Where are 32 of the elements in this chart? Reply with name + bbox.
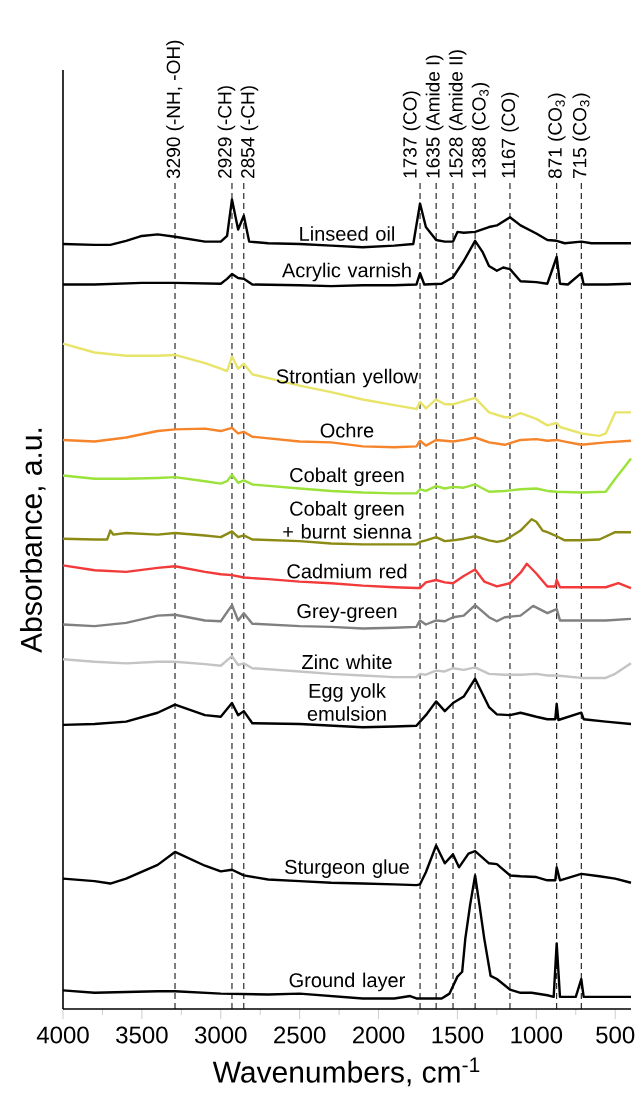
series-label: Ground layer <box>289 972 405 992</box>
y-axis-title: Absorbance, a.u. <box>19 428 46 653</box>
x-tick-label: 500 <box>596 1026 635 1044</box>
ref-line-label: 2929 (-CH) <box>217 86 236 178</box>
x-tick-label: 1000 <box>511 1026 563 1044</box>
x-tick-label: 2000 <box>353 1026 405 1044</box>
series-label: Zinc white <box>302 654 392 670</box>
x-tick-label: 2500 <box>274 1026 326 1044</box>
series-label: Cadmium red <box>287 563 407 579</box>
series-label: Acrylic varnish <box>282 262 411 282</box>
x-tick-label: 3000 <box>194 1026 247 1044</box>
ref-line-label: 3290 (-NH, -OH) <box>166 40 184 179</box>
series-label: Sturgeon glue <box>285 859 409 878</box>
series-label: Strontian yellow <box>276 368 419 388</box>
ref-line-label: 1737 (CO) <box>402 91 421 178</box>
ref-line-label: 1388 (CO$_{3}$) <box>471 82 490 178</box>
series-label: Egg yolk emulsion <box>307 683 386 721</box>
series-label: Cobalt green <box>290 467 404 487</box>
series-label: Grey-green <box>297 604 397 623</box>
ref-line-label: 2854 (-CH) <box>240 86 259 178</box>
x-tick-label: 4000 <box>36 1026 89 1044</box>
x-tick-label: 3500 <box>116 1026 168 1044</box>
x-tick-label: 1500 <box>432 1026 484 1044</box>
series-label: Linseed oil <box>300 226 394 241</box>
ref-line-label: 715 (CO$_{3}$) <box>572 93 591 178</box>
ref-line-label: 1528 (Amide II) <box>448 50 467 178</box>
ref-line-label: 871 (CO$_{3}$) <box>547 93 566 179</box>
ref-line-label: 1635 (Amide I) <box>425 55 444 178</box>
series-label: Cobalt green + burnt sienna <box>283 501 412 539</box>
ref-line-label: 1167 (CO) <box>501 92 519 178</box>
series-label: Ochre <box>320 422 374 438</box>
x-axis-title: Wavenumbers, cm$^{-1}$ <box>212 1057 480 1087</box>
